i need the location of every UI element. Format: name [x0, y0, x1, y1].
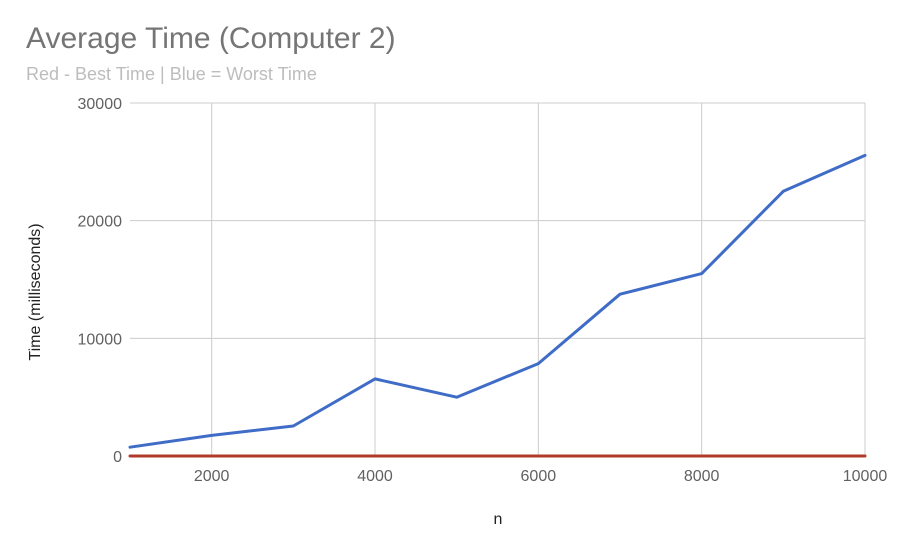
chart-title: Average Time (Computer 2): [26, 22, 396, 55]
grid-lines: [130, 102, 866, 457]
x-tick-label: 10000: [843, 468, 888, 485]
series-line-1: [128, 153, 867, 449]
y-tick-label: 30000: [78, 96, 123, 113]
y-axis-title: Time (milliseconds): [27, 223, 44, 360]
x-tick-label: 8000: [684, 468, 720, 485]
x-tick-label: 2000: [194, 468, 230, 485]
x-tick-label: 6000: [521, 468, 557, 485]
y-tick-label: 20000: [78, 214, 123, 231]
x-tick-label: 4000: [357, 468, 393, 485]
y-tick-label: 10000: [78, 331, 123, 348]
chart-subtitle: Red - Best Time | Blue = Worst Time: [26, 64, 317, 84]
series-lines: [128, 153, 867, 458]
x-axis-title: n: [494, 511, 503, 528]
y-tick-label: 0: [113, 449, 122, 466]
tick-labels: 0 10000 20000 30000 2000 4000 6000 8000 10000: [78, 96, 888, 485]
